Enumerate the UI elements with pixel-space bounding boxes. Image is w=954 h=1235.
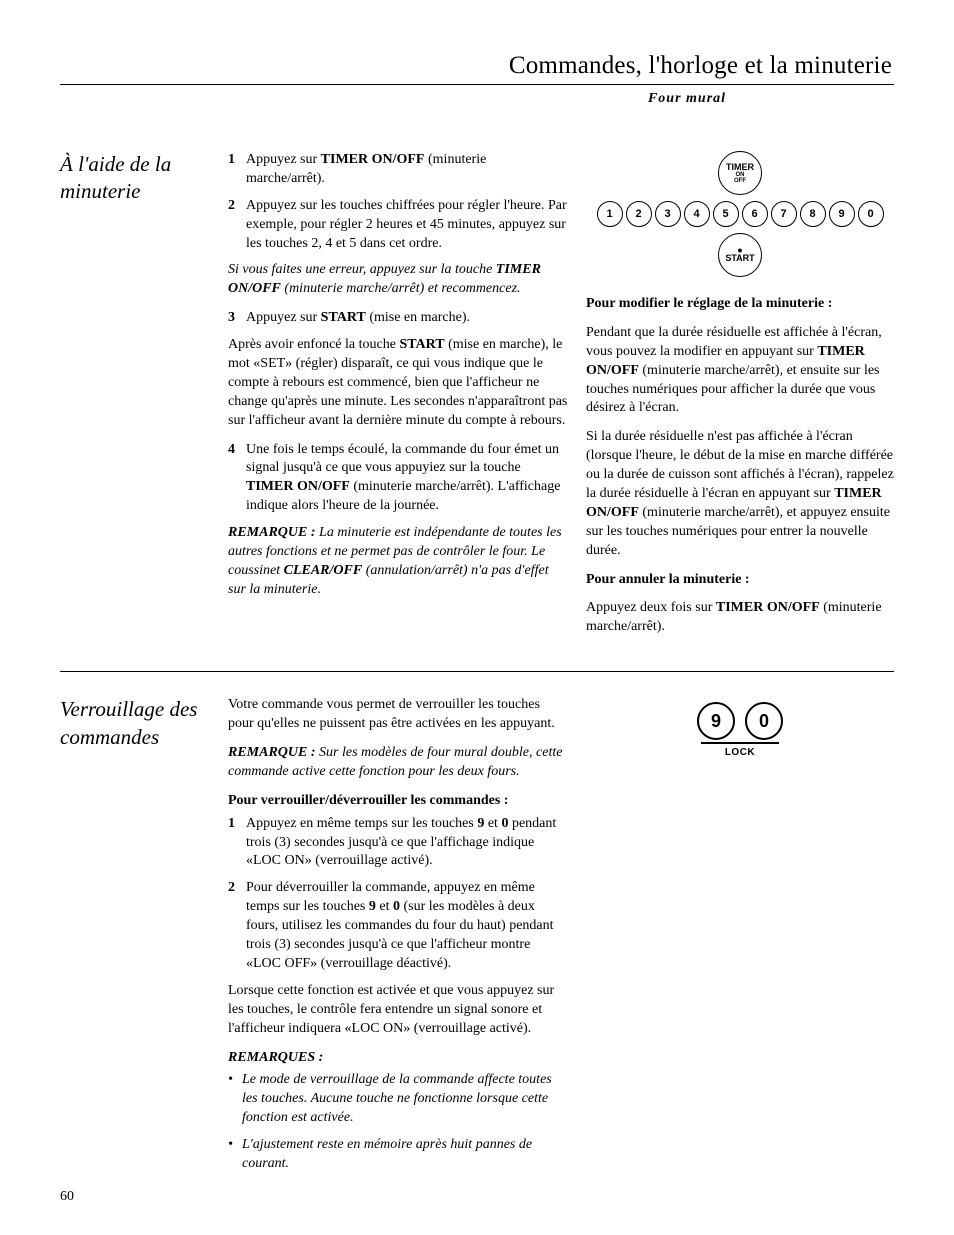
timer-after-start: Après avoir enfoncé la touche START (mis… <box>228 336 568 430</box>
modify-timer-p2: Si la durée résiduelle n'est pas affiché… <box>586 428 894 560</box>
modify-timer-heading: Pour modifier le réglage de la minuterie… <box>586 295 894 314</box>
timer-step-1: Appuyez sur TIMER ON/OFF (minuterie marc… <box>228 151 568 189</box>
timer-steps-cont: Appuyez sur START (mise en marche). <box>228 309 568 328</box>
text: Appuyez deux fois sur <box>586 600 716 615</box>
lock-after: Lorsque cette fonction est activée et qu… <box>228 982 568 1039</box>
timer-panel-illustration: TIMER ON OFF 1 2 3 4 5 6 7 8 9 0 • <box>586 151 894 277</box>
page-subtitle: Four mural <box>60 91 894 107</box>
lock-steps: Appuyez en même temps sur les touches 9 … <box>228 815 568 974</box>
text-bold: TIMER ON/OFF <box>246 479 350 494</box>
lock-intro: Votre commande vous permet de verrouille… <box>228 696 568 734</box>
lock-notes-label: REMARQUES : <box>228 1049 568 1068</box>
section-heading-lock: Verrouillage des commandes <box>60 696 210 1182</box>
cancel-timer-p: Appuyez deux fois sur TIMER ON/OFF (minu… <box>586 599 894 637</box>
section-lock: Verrouillage des commandes Votre command… <box>60 671 894 1182</box>
key-7: 7 <box>771 201 797 227</box>
lock-note-2: L'ajustement reste en mémoire après huit… <box>228 1136 568 1174</box>
text: (mise en marche). <box>366 310 470 325</box>
lock-key-9: 9 <box>697 702 735 740</box>
section2-left-col: Votre commande vous permet de verrouille… <box>228 696 568 1182</box>
text: et <box>376 899 393 914</box>
text-bold: TIMER ON/OFF <box>716 600 820 615</box>
text: et <box>484 816 501 831</box>
lock-subheading: Pour verrouiller/déverrouiller les comma… <box>228 792 568 811</box>
key-4: 4 <box>684 201 710 227</box>
timer-steps-cont2: Une fois le temps écoulé, la commande du… <box>228 441 568 517</box>
key-3: 3 <box>655 201 681 227</box>
header-rule <box>60 84 894 85</box>
timer-btn-line3: OFF <box>734 178 746 184</box>
text: Appuyez sur <box>246 152 321 167</box>
lock-step-2: Pour déverrouiller la commande, appuyez … <box>228 879 568 973</box>
section2-right-col: 9 0 LOCK <box>586 696 894 1182</box>
lock-remark: REMARQUE : Sur les modèles de four mural… <box>228 744 568 782</box>
lock-note-1: Le mode de verrouillage de la commande a… <box>228 1071 568 1128</box>
text: Une fois le temps écoulé, la commande du… <box>246 442 559 476</box>
text: Appuyez en même temps sur les touches <box>246 816 477 831</box>
key-2: 2 <box>626 201 652 227</box>
section1-right-text: Pour modifier le réglage de la minuterie… <box>586 295 894 637</box>
timer-button-icon: TIMER ON OFF <box>718 151 762 195</box>
manual-page: Commandes, l'horloge et la minuterie Fou… <box>0 0 954 1235</box>
text-bold: 9 <box>369 899 376 914</box>
timer-step-4: Une fois le temps écoulé, la commande du… <box>228 441 568 517</box>
cancel-timer-heading: Pour annuler la minuterie : <box>586 571 894 590</box>
key-1: 1 <box>597 201 623 227</box>
timer-error-note: Si vous faites une erreur, appuyez sur l… <box>228 261 568 299</box>
start-button-icon: • START <box>718 233 762 277</box>
timer-step-3: Appuyez sur START (mise en marche). <box>228 309 568 328</box>
section-timer: À l'aide de la minuterie Appuyez sur TIM… <box>60 151 894 647</box>
text: Après avoir enfoncé la touche <box>228 337 399 352</box>
lock-notes: Le mode de verrouillage de la commande a… <box>228 1071 568 1173</box>
lock-panel-illustration: 9 0 LOCK <box>586 702 894 760</box>
timer-steps: Appuyez sur TIMER ON/OFF (minuterie marc… <box>228 151 568 253</box>
lock-step-1: Appuyez en même temps sur les touches 9 … <box>228 815 568 872</box>
lock-row: 9 0 <box>697 702 783 740</box>
text: Appuyez sur <box>246 310 321 325</box>
lock-key-0: 0 <box>745 702 783 740</box>
page-number: 60 <box>60 1189 74 1205</box>
timer-btn-line1: TIMER <box>726 163 754 172</box>
text-bold: START <box>399 337 444 352</box>
section-heading-timer: À l'aide de la minuterie <box>60 151 210 647</box>
timer-step-2: Appuyez sur les touches chiffrées pour r… <box>228 197 568 254</box>
lock-label: LOCK <box>701 742 779 760</box>
key-6: 6 <box>742 201 768 227</box>
start-label: START <box>725 254 754 263</box>
text-bold: START <box>321 310 366 325</box>
timer-remark: REMARQUE : La minuterie est indépendante… <box>228 524 568 600</box>
text-bold: 0 <box>393 899 400 914</box>
key-8: 8 <box>800 201 826 227</box>
key-0: 0 <box>858 201 884 227</box>
section1-left-col: Appuyez sur TIMER ON/OFF (minuterie marc… <box>228 151 568 647</box>
text: Si vous faites une erreur, appuyez sur l… <box>228 262 496 277</box>
text-bold: TIMER ON/OFF <box>321 152 425 167</box>
remark-label: REMARQUE : <box>228 525 319 540</box>
key-9: 9 <box>829 201 855 227</box>
key-5: 5 <box>713 201 739 227</box>
remark-label: REMARQUE : <box>228 745 319 760</box>
text-bold: CLEAR/OFF <box>284 563 363 578</box>
page-header: Commandes, l'horloge et la minuterie Fou… <box>60 52 894 107</box>
modify-timer-p1: Pendant que la durée résiduelle est affi… <box>586 324 894 418</box>
text: (minuterie marche/arrêt) et recommencez. <box>281 281 521 296</box>
section1-right-col: TIMER ON OFF 1 2 3 4 5 6 7 8 9 0 • <box>586 151 894 647</box>
page-title: Commandes, l'horloge et la minuterie <box>60 52 894 80</box>
keypad-digits: 1 2 3 4 5 6 7 8 9 0 <box>597 201 884 227</box>
